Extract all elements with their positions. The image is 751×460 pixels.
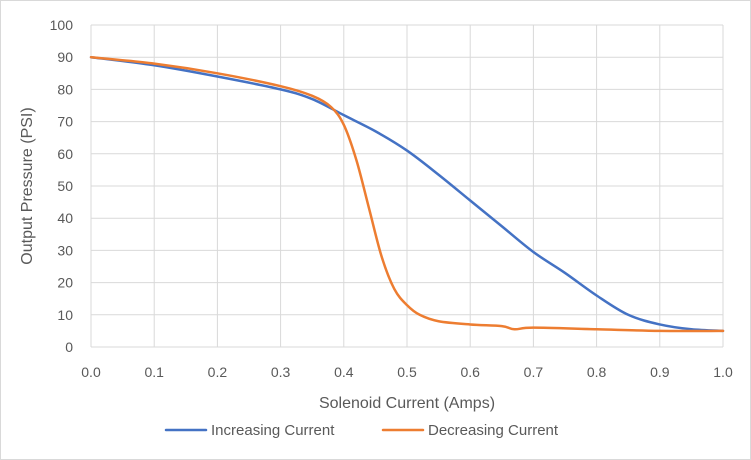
x-tick-label: 0.0 (81, 364, 101, 380)
series-line-increasing-current (89, 55, 725, 333)
x-tick-label: 0.9 (650, 364, 670, 380)
y-axis-tick-labels: 0 10 20 30 40 50 60 70 80 90 100 (50, 17, 74, 355)
x-tick-label: 0.5 (397, 364, 417, 380)
y-tick-label: 90 (57, 49, 73, 65)
x-tick-label: 0.3 (271, 364, 291, 380)
gridlines (90, 24, 724, 348)
y-tick-label: 0 (65, 339, 73, 355)
x-tick-label: 0.1 (144, 364, 164, 380)
legend: Increasing Current Decreasing Current (164, 422, 559, 439)
y-tick-label: 20 (57, 275, 73, 291)
x-tick-label: 1.0 (713, 364, 733, 380)
y-tick-label: 30 (57, 242, 73, 258)
x-tick-label: 0.7 (524, 364, 544, 380)
y-tick-label: 100 (50, 17, 74, 33)
legend-label: Decreasing Current (428, 422, 559, 439)
y-tick-label: 80 (57, 81, 73, 97)
y-tick-label: 50 (57, 178, 73, 194)
series-lines (89, 55, 725, 333)
legend-label: Increasing Current (211, 422, 335, 439)
x-tick-label: 0.2 (208, 364, 228, 380)
x-axis-tick-labels: 0.0 0.1 0.2 0.3 0.4 0.5 0.6 0.7 0.8 0.9 1.0 (81, 364, 733, 380)
series-line-decreasing-current (89, 55, 725, 333)
y-tick-label: 60 (57, 146, 73, 162)
y-axis-title: Output Pressure (PSI) (19, 107, 36, 264)
x-axis-title: Solenoid Current (Amps) (319, 395, 495, 412)
x-tick-label: 0.8 (587, 364, 607, 380)
x-tick-label: 0.4 (334, 364, 354, 380)
x-tick-label: 0.6 (460, 364, 480, 380)
y-tick-label: 10 (57, 307, 73, 323)
y-tick-label: 40 (57, 210, 73, 226)
y-tick-label: 70 (57, 114, 73, 130)
